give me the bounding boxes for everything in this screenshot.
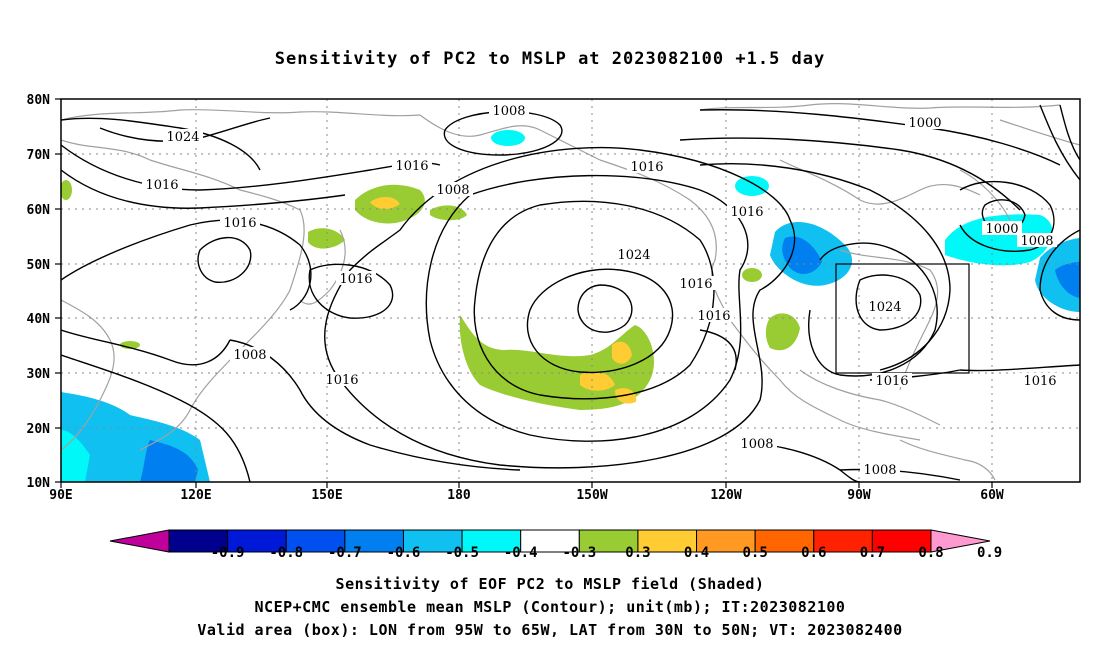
colorbar-label: 0.3 — [625, 545, 650, 561]
shade-negative-westpac-edge — [61, 430, 90, 482]
caption-line-2: NCEP+CMC ensemble mean MSLP (Contour); u… — [254, 598, 846, 616]
lon-label: 120E — [180, 488, 211, 503]
lon-labels: 90E 120E 150E 180 150W 120W 90W 60W — [49, 488, 1004, 503]
colorbar-right-triangle — [930, 529, 991, 553]
lat-label: 40N — [27, 312, 51, 327]
colorbar-label: -0.4 — [504, 545, 538, 561]
lat-label: 50N — [27, 258, 51, 273]
lat-label: 10N — [27, 476, 51, 491]
shade-negative-westpac-core — [140, 440, 198, 482]
shaded-sensitivity — [61, 130, 1080, 482]
colorbar-label: -0.3 — [562, 545, 596, 561]
caption-line-3: Valid area (box): LON from 95W to 65W, L… — [197, 621, 903, 639]
contour-label: 1024 — [166, 130, 199, 145]
shade-negative-labrador — [945, 214, 1053, 266]
caption-line-1: Sensitivity of EOF PC2 to MSLP field (Sh… — [335, 575, 765, 593]
contour-label: 1016 — [875, 374, 908, 389]
colorbar-label: 0.9 — [977, 545, 1002, 561]
shade-positive-mexico — [742, 268, 762, 282]
shade-negative-arctic — [491, 130, 525, 146]
colorbar-label: -0.9 — [211, 545, 245, 561]
lon-label: 60W — [980, 488, 1004, 503]
lon-label: 150E — [311, 488, 342, 503]
lat-label: 20N — [27, 422, 51, 437]
lat-label: 30N — [27, 367, 51, 382]
contour-label: 1008 — [1020, 234, 1053, 249]
contour-label: 1016 — [339, 272, 372, 287]
mslp-contours — [61, 104, 1080, 482]
lon-label: 90W — [847, 488, 871, 503]
plot-area — [61, 99, 1080, 482]
lat-label: 60N — [27, 203, 51, 218]
shade-positive-subtropical-core1 — [612, 341, 632, 364]
lon-label: 90E — [49, 488, 72, 503]
shade-positive-siberia — [61, 180, 72, 200]
contour-label: 1016 — [1023, 374, 1056, 389]
lon-label: 180 — [447, 488, 471, 503]
contour-label: 1008 — [740, 437, 773, 452]
contour-label: 1008 — [233, 348, 266, 363]
contour-label: 1016 — [630, 160, 663, 175]
colorbar-label: 0.5 — [743, 545, 768, 561]
colorbar-label: 0.4 — [684, 545, 709, 561]
plot-frame — [60, 98, 1081, 483]
lon-label: 120W — [710, 488, 741, 503]
colorbar-label: 0.8 — [918, 545, 943, 561]
contour-label: 1000 — [908, 116, 941, 131]
colorbar-label: 0.7 — [860, 545, 885, 561]
chart-title: Sensitivity of PC2 to MSLP at 2023082100… — [274, 49, 826, 69]
colorbar-label: -0.8 — [269, 545, 303, 561]
contour-label: 1008 — [436, 183, 469, 198]
axis-ticks — [55, 98, 993, 488]
contour-label: 1016 — [145, 178, 178, 193]
coastlines — [61, 103, 1080, 481]
shade-positive-kamchatka-core — [370, 196, 400, 209]
shade-negative-hudson — [735, 176, 769, 196]
contour-label: 1016 — [395, 159, 428, 174]
shade-positive-baja — [765, 313, 800, 351]
colorbar: -0.9 -0.8 -0.7 -0.6 -0.5 -0.4 -0.3 0.3 0.4 0.5 0.6… — [109, 529, 1002, 561]
contour-label: 1016 — [730, 205, 763, 220]
contour-label: 1000 — [985, 222, 1018, 237]
colorbar-label: -0.6 — [387, 545, 421, 561]
lon-label: 150W — [576, 488, 607, 503]
shade-negative-namerica-core — [782, 236, 822, 274]
contour-label: 1016 — [697, 309, 730, 324]
colorbar-label: -0.5 — [445, 545, 479, 561]
contour-label: 1016 — [223, 216, 256, 231]
lat-labels: 80N 70N 60N 50N 40N 30N 20N 10N — [27, 93, 51, 491]
contour-label: 1008 — [492, 104, 525, 119]
contour-label: 1024 — [617, 248, 650, 263]
contour-label: 1016 — [679, 277, 712, 292]
shade-positive-subtropical-core2 — [580, 371, 615, 391]
contour-label: 1016 — [325, 373, 358, 388]
contour-labels: 1008 1024 1016 1016 1008 1016 1016 1008 … — [142, 103, 1060, 478]
contour-label: 1008 — [863, 463, 896, 478]
colorbar-label: -0.7 — [328, 545, 362, 561]
shade-positive-japan-sea — [308, 228, 345, 249]
shade-negative-atlantic-core — [1055, 262, 1080, 298]
contour-label: 1024 — [868, 300, 901, 315]
colorbar-left-triangle — [109, 529, 170, 553]
grid-lines — [61, 99, 1080, 482]
lat-label: 80N — [27, 93, 51, 108]
colorbar-label: 0.6 — [801, 545, 826, 561]
lat-label: 70N — [27, 148, 51, 163]
